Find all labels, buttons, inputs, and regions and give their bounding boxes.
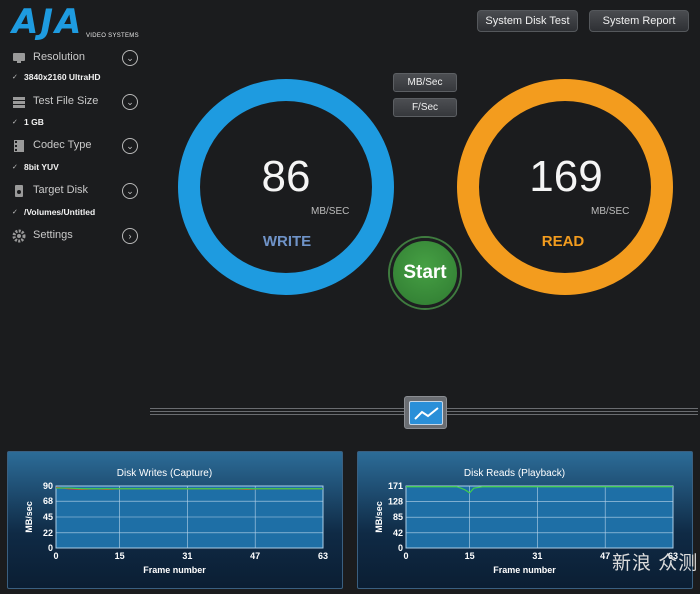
write-speed-value: 86 — [261, 152, 311, 201]
read-label: READ — [541, 233, 585, 250]
y-tick-label: 85 — [393, 512, 403, 522]
line-graph-icon — [408, 400, 443, 425]
x-tick-label: 0 — [403, 551, 408, 561]
disk-reads-chart-panel: Disk Reads (Playback) 0 15 31 47 63 0 42 85 128 17… — [357, 451, 693, 589]
resolution-value: 3840x2160 UltraHD — [24, 72, 101, 82]
x-axis-label: Frame number — [143, 565, 206, 575]
file-size-value: 1 GB — [24, 117, 44, 127]
chevron-down-icon[interactable]: ⌄ — [122, 183, 138, 199]
disk-icon — [15, 185, 23, 197]
y-tick-label: 42 — [393, 528, 403, 538]
sidebar-item-label: Test File Size — [33, 95, 99, 107]
chevron-down-icon[interactable]: ⌄ — [122, 94, 138, 110]
y-tick-label: 171 — [388, 481, 403, 491]
x-tick-label: 47 — [600, 551, 610, 561]
mb-sec-toggle[interactable]: MB/Sec — [393, 73, 457, 92]
graph-toggle-button[interactable] — [404, 396, 447, 429]
chevron-down-icon[interactable]: ⌄ — [122, 138, 138, 154]
y-tick-label: 90 — [43, 481, 53, 491]
gear-icon — [12, 229, 26, 243]
check-icon: ✓ — [12, 209, 18, 216]
disk-writes-chart: Disk Writes (Capture) 0 15 31 47 63 0 22 45 68 90 F… — [24, 468, 328, 575]
sidebar-item-label: Target Disk — [33, 184, 89, 196]
x-tick-label: 47 — [250, 551, 260, 561]
check-icon: ✓ — [12, 119, 18, 126]
x-tick-label: 0 — [53, 551, 58, 561]
chart-title: Disk Writes (Capture) — [117, 468, 212, 479]
chart-title: Disk Reads (Playback) — [464, 468, 565, 479]
sidebar-item-label: Resolution — [33, 51, 85, 63]
check-icon: ✓ — [12, 164, 18, 171]
f-sec-toggle[interactable]: F/Sec — [393, 98, 457, 117]
y-tick-label: 45 — [43, 512, 53, 522]
target-disk-value: /Volumes/Untitled — [24, 207, 96, 217]
check-icon: ✓ — [12, 74, 18, 81]
sidebar-item-codec-type[interactable]: Codec Type ⌄ — [10, 136, 140, 156]
y-tick-label: 22 — [43, 528, 53, 538]
y-tick-label: 0 — [48, 543, 53, 553]
stack-icon — [13, 97, 25, 108]
aja-logo: AJA VIDEO SYSTEMS — [12, 2, 139, 42]
x-tick-label: 15 — [465, 551, 475, 561]
read-speed-value: 169 — [529, 152, 603, 201]
y-tick-label: 68 — [43, 496, 53, 506]
series-line — [406, 486, 673, 494]
sidebar-item-resolution[interactable]: Resolution ⌄ — [10, 48, 140, 68]
logo-subtext: VIDEO SYSTEMS — [86, 33, 139, 39]
x-tick-label: 15 — [115, 551, 125, 561]
write-label: WRITE — [262, 233, 312, 250]
sidebar-item-settings[interactable]: Settings › — [10, 226, 140, 246]
y-tick-label: 128 — [388, 497, 403, 507]
x-tick-label: 63 — [318, 551, 328, 561]
read-speed-unit: MB/SEC — [591, 206, 630, 217]
y-tick-label: 0 — [398, 543, 403, 553]
sidebar-item-label: Settings — [33, 229, 73, 241]
series-line — [56, 487, 323, 490]
y-axis-label: MB/sec — [24, 501, 34, 533]
x-tick-label: 31 — [182, 551, 192, 561]
system-disk-test-button[interactable]: System Disk Test — [477, 10, 578, 32]
sidebar-item-test-file-size[interactable]: Test File Size ⌄ — [10, 92, 140, 112]
system-report-button[interactable]: System Report — [589, 10, 689, 32]
y-axis-label: MB/sec — [374, 501, 384, 533]
watermark: 新浪 众测 — [612, 553, 699, 574]
logo-text: AJA — [12, 2, 84, 42]
x-tick-label: 63 — [668, 551, 678, 561]
sidebar-item-label: Codec Type — [33, 139, 92, 151]
start-button[interactable]: Start — [390, 238, 460, 308]
write-speed-unit: MB/SEC — [311, 206, 350, 217]
disk-reads-chart: Disk Reads (Playback) 0 15 31 47 63 0 42 85 128 17… — [374, 468, 678, 575]
disk-writes-chart-panel: Disk Writes (Capture) 0 15 31 47 63 0 22 45 68 90 F… — [7, 451, 343, 589]
chevron-down-icon[interactable]: ⌄ — [122, 50, 138, 66]
monitor-icon — [13, 53, 25, 63]
x-axis-label: Frame number — [493, 565, 556, 575]
codec-value: 8bit YUV — [24, 162, 59, 172]
chevron-right-icon[interactable]: › — [122, 228, 138, 244]
x-tick-label: 31 — [532, 551, 542, 561]
film-icon — [14, 140, 24, 152]
sidebar-item-target-disk[interactable]: Target Disk ⌄ — [10, 181, 140, 201]
